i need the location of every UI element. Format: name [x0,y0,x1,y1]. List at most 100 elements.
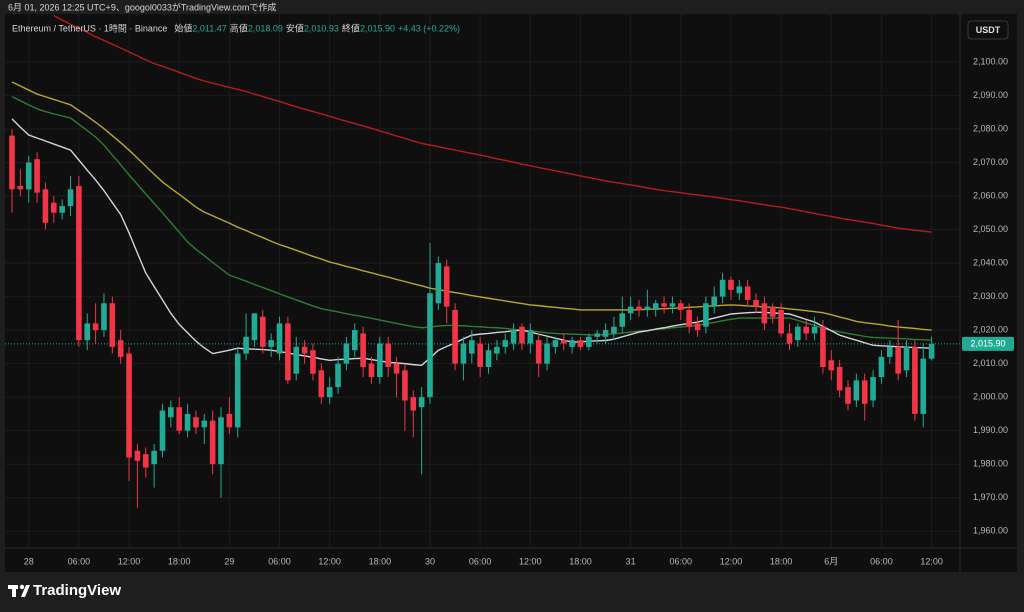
candle-body [276,323,283,354]
y-tick-label: 2,010.00 [973,358,1008,368]
candle-body [76,185,82,341]
x-tick-label: 18:00 [168,556,191,566]
candles [5,128,960,508]
candle-body [485,350,492,367]
x-tick-label: 06:00 [870,556,893,566]
legend-label: 始値 [174,22,192,33]
y-tick-label: 2,030.00 [973,291,1008,301]
legend-value: 2,018.09 [248,23,283,33]
logo-shape [21,585,30,597]
candle-body [159,410,166,451]
candle-body [176,407,182,431]
candle-body [594,333,600,337]
candle-body [795,326,801,341]
candle-body [736,286,743,294]
candle-body [477,343,483,367]
candle-body [861,380,868,404]
candle-body [92,323,99,331]
candle-body [652,303,659,310]
candle-body [611,326,617,334]
candle-body [25,162,32,190]
x-tick-label: 06:00 [68,556,91,566]
y-tick-label: 2,020.00 [973,324,1008,334]
candle-body [836,366,843,391]
candle-body [811,326,818,334]
y-tick-label: 2,070.00 [973,157,1008,167]
candle-body [101,303,107,331]
candle-body [67,189,74,207]
logo-shape [19,584,25,590]
candle-body [711,296,718,307]
candle-body [552,340,559,347]
candle-body [703,303,709,327]
candle-body [661,303,667,307]
candle-body [34,159,40,193]
candle-body [619,313,626,327]
x-tick-label: 18:00 [369,556,392,566]
candle-body [385,343,391,367]
candle-body [251,313,258,341]
candle-body [644,306,651,310]
x-tick-label: 28 [24,556,34,566]
candle-body [678,303,684,310]
y-tick-label: 2,100.00 [973,56,1008,66]
candle-body [243,336,249,354]
legend-label: 終値 [342,22,360,33]
candle-body [268,340,274,347]
candle-body [51,202,57,213]
candle-body [59,206,65,213]
candle-body [9,135,15,190]
candle-body [343,343,350,364]
candle-body [527,330,534,344]
y-tick-label: 1,970.00 [973,492,1008,502]
candle-body [845,387,851,404]
candle-body [310,350,316,374]
candle-body [853,380,860,401]
candle-body [285,323,291,381]
y-tick-label: 2,040.00 [973,257,1008,267]
x-tick-label: 18:00 [770,556,793,566]
legend-label: 安値 [286,22,304,33]
legend-value: 2,011.47 [192,23,226,33]
candle-body [42,189,49,223]
candle-body [226,413,233,428]
currency-button[interactable] [967,20,1009,40]
currency-label[interactable]: USDT [976,25,1001,35]
candle-body [786,333,793,344]
y-tick-label: 2,050.00 [973,224,1008,234]
y-tick-label: 2,060.00 [973,190,1008,200]
candle-body [218,417,224,465]
caption: 6月 01, 2026 12:25 UTC+9、googol0033がTradi… [8,1,276,12]
candle-body [335,363,341,388]
candle-body [84,323,91,341]
candle-body [753,299,759,307]
candle-body [117,340,124,357]
last-price-badge [962,336,1014,351]
candle-body [627,306,634,314]
candle-body [560,340,567,344]
candle-body [301,346,308,354]
change: +4.43 (+0.22%) [398,23,460,33]
moving-average-line [53,15,932,233]
candle-body [694,323,701,331]
candle-body [168,407,174,418]
candle-body [577,340,584,347]
axes: 1,960.00 1,970.00 1,980.00 1,990.00 2,000.00… [24,56,1014,566]
candle-body [193,417,199,428]
candle-body [820,326,826,367]
candle-body [744,286,751,300]
candle-body [544,343,550,364]
x-tick-label: 29 [224,556,234,566]
y-tick-label: 2,080.00 [973,123,1008,133]
candle-body [895,346,901,374]
candle-body [519,326,525,344]
candle-body [377,343,383,378]
candle-body [318,370,325,398]
candle-body [469,340,475,354]
candle-body [761,303,768,324]
candle-body [878,356,885,378]
candle-body [368,363,375,378]
x-tick-label: 18:00 [569,556,592,566]
candle-body [502,340,509,347]
candle-body [870,377,876,401]
